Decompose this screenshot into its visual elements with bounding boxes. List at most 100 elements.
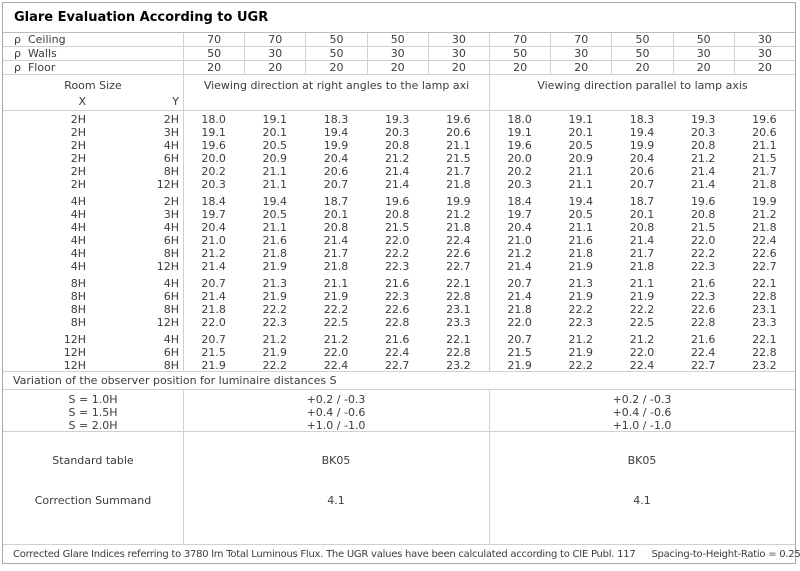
ugr-value-parallel: 20.4 [629, 152, 655, 165]
ugr-value-right-angles: 22.7 [446, 260, 471, 273]
ugr-value-right-angles: 22.0 [384, 234, 410, 247]
ugr-table-row: 2H 12H 20.3 21.1 20.7 21.4 21.8 20.3 21.… [3, 178, 795, 191]
ugr-value-parallel: 19.6 [690, 195, 716, 208]
ugr-value-parallel: 23.1 [752, 303, 777, 316]
reflectance-row: ρ Ceiling 70 70 50 50 30 70 70 50 [3, 33, 795, 47]
ugr-value-right-angles: 20.8 [384, 139, 410, 152]
reflectance-value: 30 [366, 47, 428, 60]
ugr-table-row: 2H 4H 19.6 20.5 19.9 20.8 21.1 19.6 20.5… [3, 139, 795, 152]
ugr-value-right-angles: 20.7 [323, 178, 349, 191]
ugr-value-right-angles: 21.3 [262, 277, 288, 290]
ugr-table-row: 12H 4H 20.7 21.2 21.2 21.6 22.1 20.7 21.… [3, 333, 795, 346]
ugr-value-parallel: 22.6 [690, 303, 716, 316]
ugr-value-parallel: 22.7 [690, 359, 716, 372]
ugr-value-right-angles: 22.3 [384, 290, 410, 303]
ugr-value-right-angles: 20.3 [201, 178, 226, 191]
correction-summand-label: Correction Summand [34, 493, 152, 507]
ugr-value-parallel: 21.2 [568, 333, 594, 346]
ugr-value-right-angles: 19.1 [201, 126, 226, 139]
room-size-y: 4H [163, 277, 179, 290]
ugr-value-right-angles: 21.6 [384, 277, 410, 290]
ugr-value-parallel: 21.6 [690, 333, 716, 346]
room-size-x: 2H [70, 152, 86, 165]
ugr-value-parallel: 18.4 [507, 195, 532, 208]
ugr-table-row: 12H 8H 21.9 22.2 22.4 22.7 23.2 21.9 22.… [3, 359, 795, 372]
ugr-table-row: 4H 6H 21.0 21.6 21.4 22.0 22.4 21.0 21.6… [3, 234, 795, 247]
ugr-value-right-angles: 22.6 [446, 247, 471, 260]
reflectance-value: 30 [733, 47, 795, 60]
ugr-value-parallel: 21.9 [629, 290, 655, 303]
room-size-x: 2H [70, 139, 86, 152]
ugr-value-right-angles: 22.0 [323, 346, 349, 359]
spacing-variation-block: S = 1.0H +0.2 / -0.3 +0.2 / -0.3 S = 1.5… [3, 390, 795, 432]
ugr-value-right-angles: 21.9 [262, 346, 288, 359]
ugr-value-right-angles: 21.2 [201, 247, 226, 260]
reflectance-surface-name: Floor [27, 61, 56, 74]
reflectance-value: 50 [489, 47, 550, 60]
ugr-value-right-angles: 20.1 [323, 208, 349, 221]
ugr-value-right-angles: 22.2 [262, 303, 288, 316]
room-size-y: 2H [163, 113, 179, 126]
room-size-y: 6H [163, 346, 179, 359]
correction-summand-row: Correction Summand 4.1 4.1 [3, 488, 795, 512]
room-size-x: 4H [70, 247, 86, 260]
ugr-value-parallel: 22.4 [752, 234, 777, 247]
room-size-y: 8H [163, 247, 179, 260]
room-size-x: 12H [63, 346, 86, 359]
ugr-value-right-angles: 18.0 [201, 113, 226, 126]
ugr-value-right-angles: 21.7 [323, 247, 349, 260]
ugr-value-right-angles: 22.8 [384, 316, 410, 329]
room-size-x: 2H [70, 165, 86, 178]
ugr-value-parallel: 20.8 [629, 221, 655, 234]
ugr-value-right-angles: 22.8 [446, 290, 471, 303]
reflectance-value: 20 [489, 61, 550, 74]
ugr-value-right-angles: 21.1 [262, 165, 288, 178]
spacing-row: S = 1.5H +0.4 / -0.6 +0.4 / -0.6 [3, 406, 795, 419]
ugr-value-right-angles: 19.4 [262, 195, 288, 208]
reflectance-value: 20 [611, 61, 672, 74]
ugr-value-parallel: 21.0 [507, 234, 532, 247]
room-size-y: 6H [163, 234, 179, 247]
ugr-value-parallel: 22.2 [629, 303, 655, 316]
ugr-value-parallel: 20.8 [690, 208, 716, 221]
ugr-value-parallel: 22.6 [752, 247, 777, 260]
reflectance-value: 50 [366, 33, 428, 46]
room-size-x: 2H [70, 126, 86, 139]
ugr-value-parallel: 22.1 [752, 277, 777, 290]
ugr-table-row: 8H 8H 21.8 22.2 22.2 22.6 23.1 21.8 22.2… [3, 303, 795, 316]
ugr-value-parallel: 21.6 [568, 234, 594, 247]
ugr-value-parallel: 21.7 [752, 165, 777, 178]
ugr-value-right-angles: 20.4 [201, 221, 226, 234]
ugr-value-parallel: 22.0 [690, 234, 716, 247]
x-column-label: X [78, 95, 86, 108]
ugr-value-parallel: 23.3 [752, 316, 777, 329]
ugr-value-right-angles: 21.1 [262, 178, 288, 191]
ugr-value-right-angles: 22.3 [262, 316, 288, 329]
ugr-value-parallel: 21.2 [690, 152, 716, 165]
room-size-y: 8H [163, 303, 179, 316]
ugr-value-parallel: 21.4 [507, 290, 532, 303]
room-size-group: 2H 2H 18.0 19.1 18.3 19.3 19.6 18.0 19.1… [3, 113, 795, 191]
ugr-value-right-angles: 21.2 [384, 152, 410, 165]
ugr-value-right-angles: 21.1 [446, 139, 471, 152]
ugr-value-right-angles: 21.8 [323, 260, 349, 273]
ugr-table-row: 4H 4H 20.4 21.1 20.8 21.5 21.8 20.4 21.1… [3, 221, 795, 234]
room-size-y: 6H [163, 290, 179, 303]
footer-note: Corrected Glare Indices referring to 378… [3, 545, 800, 563]
ugr-value-right-angles: 22.2 [262, 359, 288, 372]
spacing-value-parallel: +1.0 / -1.0 [612, 419, 672, 432]
ugr-value-parallel: 21.8 [568, 247, 594, 260]
ugr-value-parallel: 21.6 [690, 277, 716, 290]
ugr-value-right-angles: 22.7 [384, 359, 410, 372]
section-header-parallel: Viewing direction parallel to lamp axis [489, 75, 795, 110]
ugr-value-parallel: 19.4 [629, 126, 655, 139]
ugr-value-parallel: 22.3 [568, 316, 594, 329]
title-bar: Glare Evaluation According to UGR [3, 3, 795, 33]
ugr-value-parallel: 21.8 [752, 178, 777, 191]
spacing-value-right-angles: +1.0 / -1.0 [306, 419, 366, 432]
spacing-label: S = 1.0H [68, 393, 118, 406]
ugr-value-parallel: 19.6 [752, 113, 777, 126]
reflectance-value: 20 [305, 61, 366, 74]
ugr-value-right-angles: 20.4 [323, 152, 349, 165]
xy-header: X Y [3, 95, 183, 108]
